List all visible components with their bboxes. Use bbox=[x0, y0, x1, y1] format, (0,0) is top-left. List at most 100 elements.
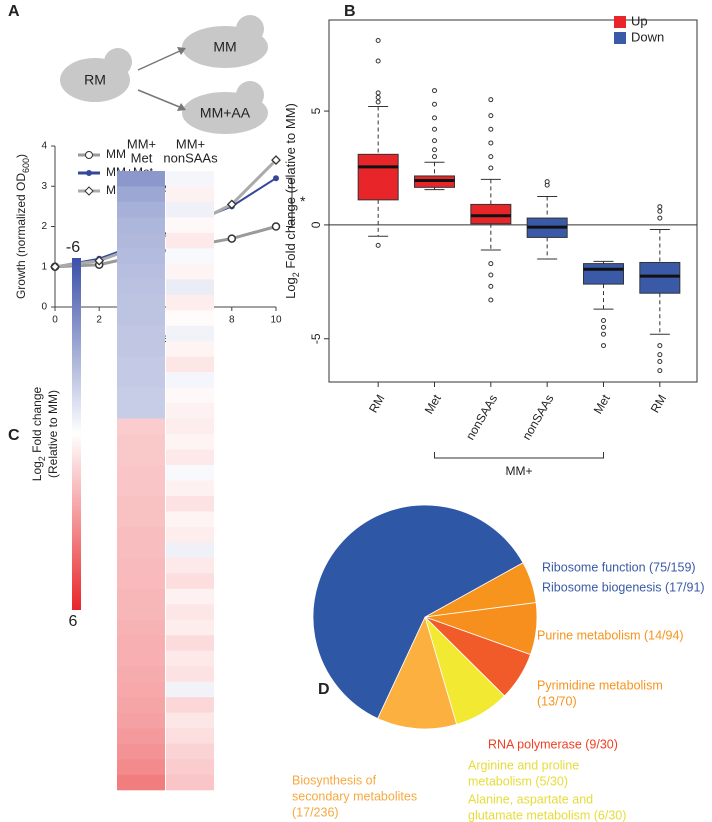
outlier bbox=[432, 126, 437, 132]
heatmap-cell bbox=[117, 759, 165, 775]
heatmap-cell bbox=[117, 743, 165, 760]
label-part: Log bbox=[30, 461, 44, 481]
heatmap-cell bbox=[166, 604, 214, 621]
series-line bbox=[54, 159, 278, 269]
heatmap-cell bbox=[166, 186, 214, 203]
x-tick-label: 10 bbox=[270, 315, 282, 326]
heatmap-cell bbox=[117, 511, 165, 528]
heatmap-cell bbox=[117, 465, 165, 481]
x-tick-label: 2 bbox=[96, 315, 102, 326]
plot-frame bbox=[328, 19, 698, 383]
label-part: ) bbox=[14, 154, 28, 158]
legend-swatch bbox=[614, 16, 626, 28]
heatmap-cell bbox=[117, 480, 165, 497]
outlier bbox=[375, 58, 381, 64]
axis-title: Log2 Fold change bbox=[30, 386, 47, 481]
legend-label: Up bbox=[631, 13, 648, 28]
outlier bbox=[375, 94, 381, 100]
y-tick-label: 0 bbox=[41, 302, 47, 313]
outlier bbox=[544, 179, 550, 185]
heatmap-cell bbox=[117, 619, 165, 636]
heatmap-cell bbox=[117, 650, 165, 667]
colorbar-tick-label: -6 bbox=[66, 239, 80, 256]
heatmap-cell bbox=[166, 588, 214, 605]
heatmap-cell bbox=[166, 372, 214, 388]
heatmap-cell bbox=[117, 325, 165, 342]
heatmap-cell bbox=[166, 697, 214, 713]
outlier bbox=[657, 352, 663, 358]
panel-label: B bbox=[344, 3, 356, 20]
x-tick-label: Met bbox=[591, 392, 613, 417]
heatmap-cell bbox=[166, 728, 214, 744]
outlier bbox=[601, 331, 606, 337]
outlier bbox=[432, 138, 437, 144]
heatmap-cell bbox=[166, 201, 214, 218]
heatmap-cell bbox=[117, 186, 165, 203]
outlier bbox=[657, 368, 663, 374]
x-tick-label: RM bbox=[366, 392, 387, 415]
heatmap-cell bbox=[117, 712, 165, 729]
heatmap-cell bbox=[166, 759, 214, 775]
heatmap-cell bbox=[117, 774, 165, 791]
heatmap-cell bbox=[166, 526, 214, 543]
x-tick-label: 8 bbox=[229, 315, 235, 326]
label-sub: 600 bbox=[21, 158, 31, 173]
slice-label: secondary metabolites bbox=[292, 789, 417, 803]
marker bbox=[271, 155, 281, 166]
annotation: * bbox=[300, 193, 306, 209]
heatmap-cell bbox=[117, 310, 165, 327]
outlier bbox=[488, 140, 494, 146]
legend-marker bbox=[84, 186, 94, 196]
heatmap-cell bbox=[166, 635, 214, 652]
outlier bbox=[432, 88, 437, 94]
label-part: Growth (normalized OD bbox=[14, 173, 28, 299]
legend-marker bbox=[86, 170, 92, 176]
axis-title: Log2 Fold change (relative to MM) bbox=[283, 103, 301, 299]
heatmap-cell bbox=[166, 356, 214, 373]
slice-label: Purine metabolism (14/94) bbox=[537, 628, 684, 642]
column-label: nonSAAs bbox=[163, 150, 218, 165]
heatmap-cell bbox=[166, 495, 214, 512]
outlier bbox=[432, 115, 437, 121]
outlier bbox=[375, 242, 381, 248]
outlier bbox=[657, 204, 663, 210]
outlier bbox=[657, 343, 663, 349]
heatmap-cell bbox=[117, 526, 165, 543]
outlier bbox=[488, 165, 494, 171]
outlier bbox=[488, 97, 494, 103]
heatmap-cell bbox=[117, 263, 165, 280]
marker bbox=[271, 222, 281, 231]
x-tick-label: 0 bbox=[52, 315, 58, 326]
heatmap-cell bbox=[117, 387, 165, 404]
heatmap-cell bbox=[166, 449, 214, 466]
outlier bbox=[488, 126, 494, 132]
slice-label: glutamate metabolism (6/30) bbox=[468, 808, 626, 822]
heatmap-cell bbox=[166, 232, 214, 249]
slice-label: Biosynthesis of bbox=[292, 773, 377, 787]
heatmap-cell bbox=[117, 697, 165, 713]
heatmap-cell bbox=[166, 557, 214, 574]
diagram bbox=[60, 15, 268, 134]
outlier bbox=[657, 215, 663, 221]
marker bbox=[50, 261, 60, 272]
heatmap-cell bbox=[117, 201, 165, 218]
box bbox=[583, 263, 624, 285]
slice-label: Alanine, aspartate and bbox=[468, 792, 593, 806]
y-tick-label: 2 bbox=[41, 221, 47, 232]
heatmap-cell bbox=[117, 542, 165, 559]
diagram-node: MM bbox=[213, 39, 236, 55]
x-tick-label: RM bbox=[648, 392, 669, 415]
heatmap-cell bbox=[117, 232, 165, 249]
heatmap-cell bbox=[166, 712, 214, 729]
heatmap-cell bbox=[166, 279, 214, 296]
heatmap-cell bbox=[166, 310, 214, 327]
outlier bbox=[488, 272, 494, 278]
heatmap-cell bbox=[166, 650, 214, 667]
y-tick-label: 1 bbox=[41, 261, 47, 272]
label-sub: 2 bbox=[37, 456, 47, 461]
axis-title: Growth (normalized OD600) bbox=[14, 154, 31, 299]
heatmap-cell bbox=[166, 465, 214, 481]
heatmap-cell bbox=[117, 573, 165, 590]
panel-label: D bbox=[318, 681, 330, 698]
